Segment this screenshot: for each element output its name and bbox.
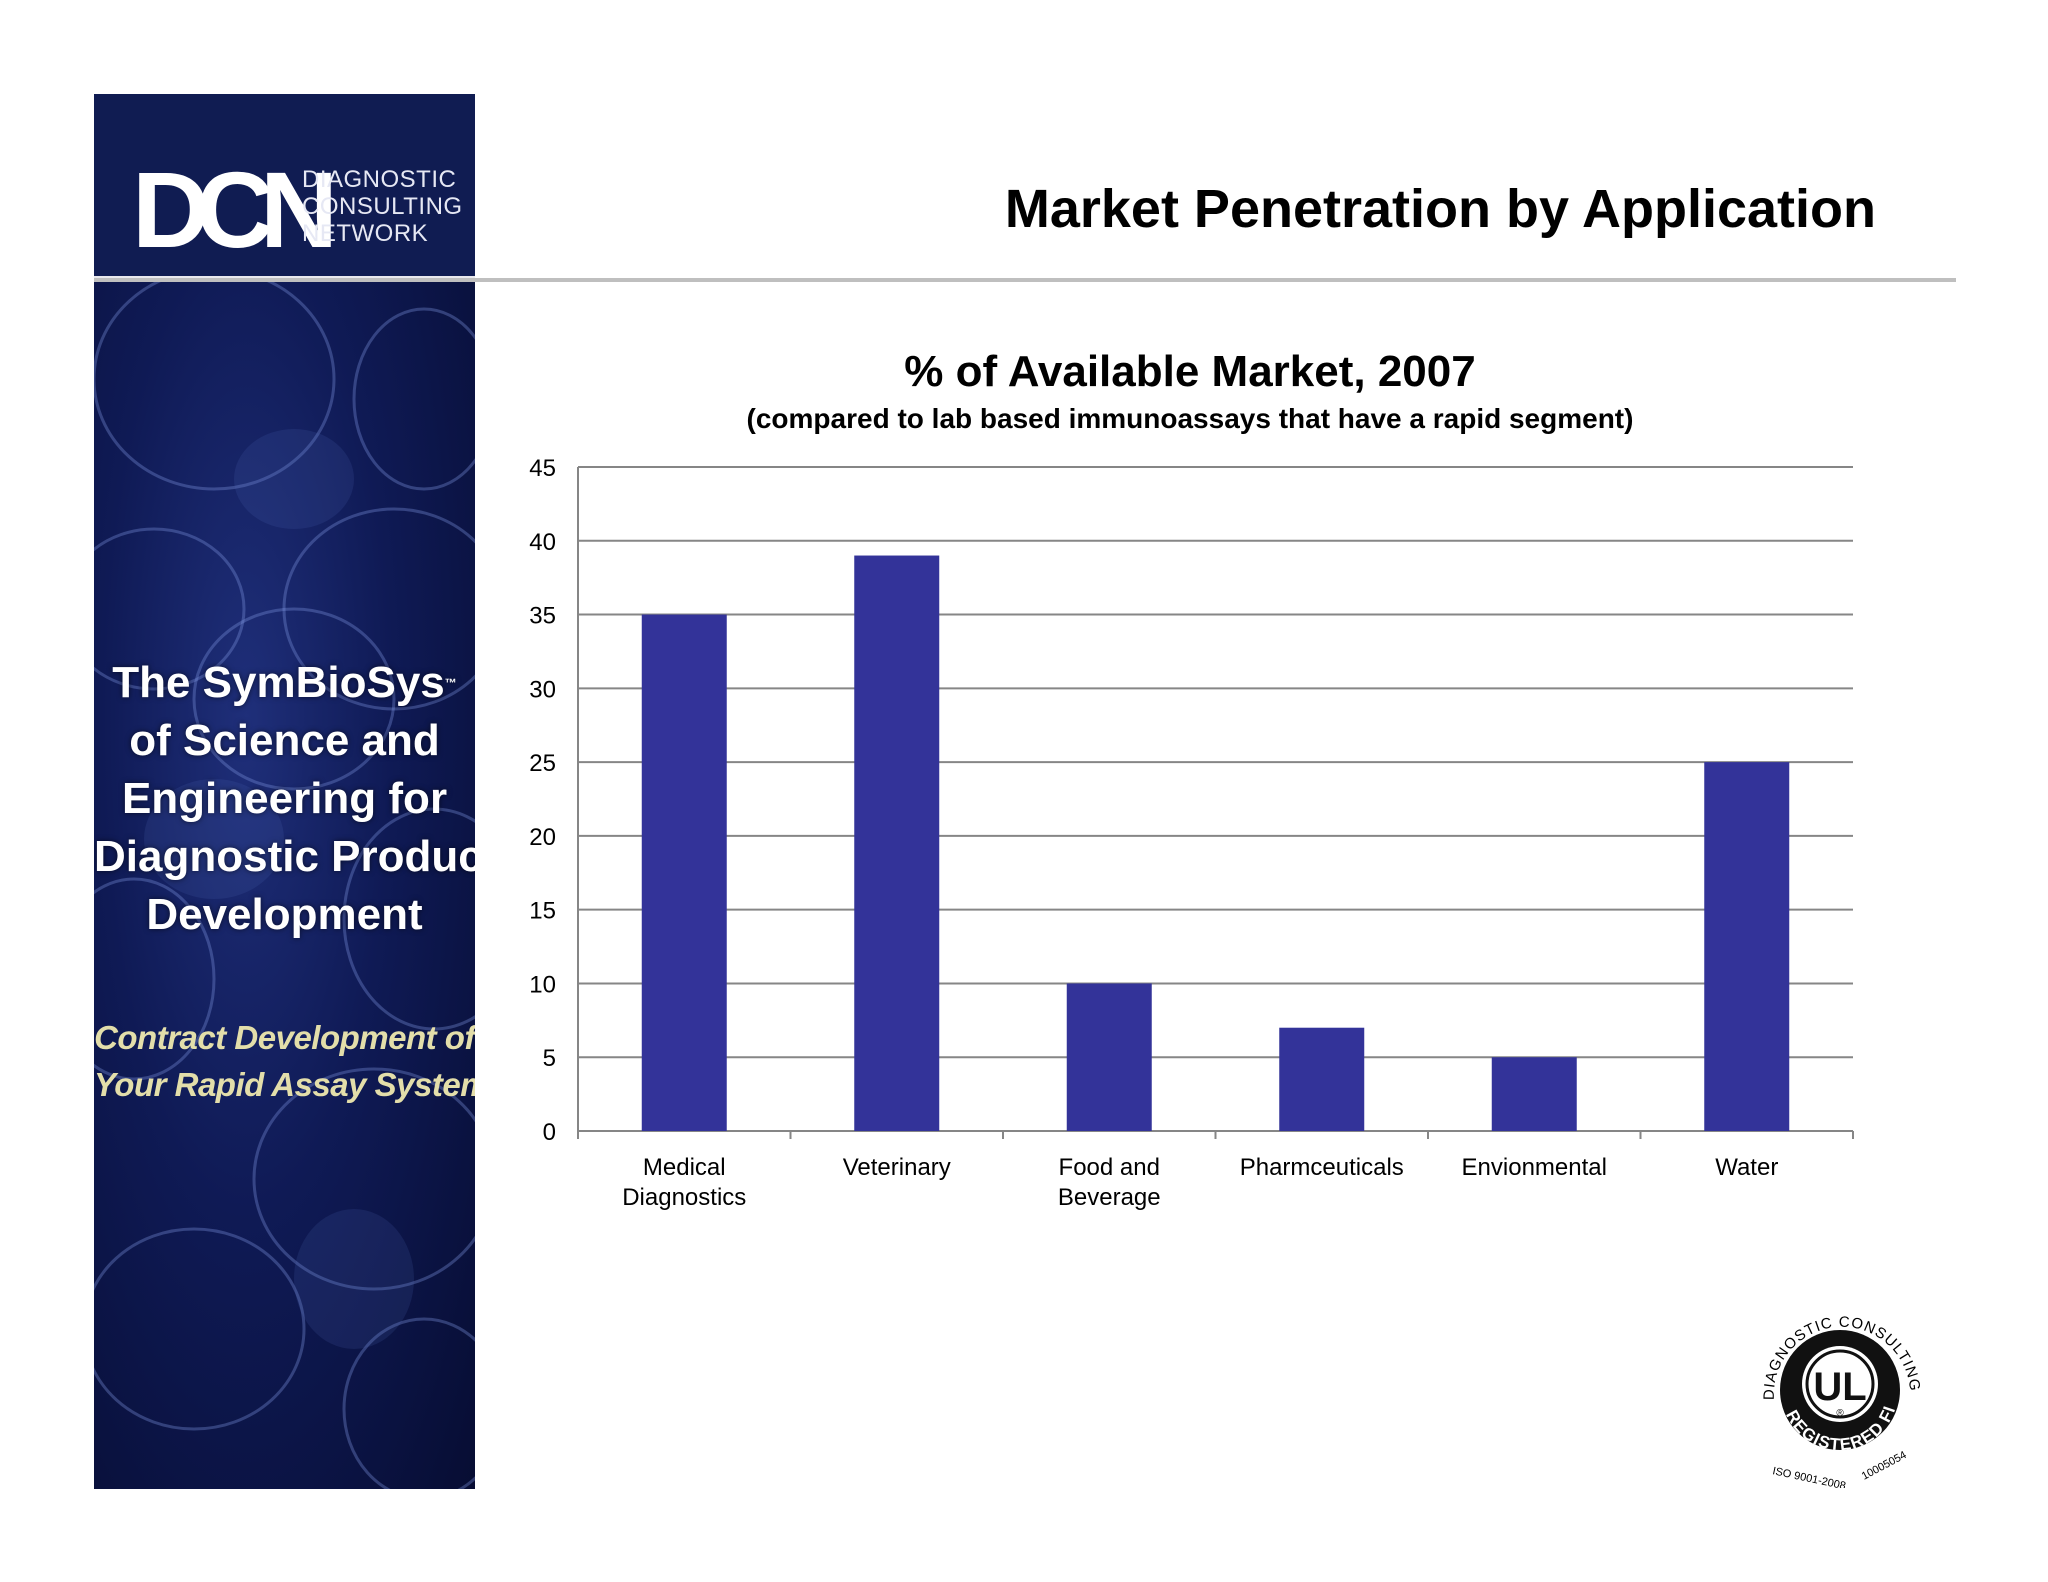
x-tick-label: Water [1715, 1154, 1779, 1181]
bar [1279, 1027, 1365, 1131]
tagline-line: of Science and [129, 716, 440, 765]
bar [1066, 983, 1152, 1131]
bubble-background [94, 279, 475, 1489]
bar [1491, 1057, 1577, 1131]
page-title: Market Penetration by Application [1004, 179, 1876, 239]
logo-word: NETWORK [302, 220, 429, 247]
seal-registered-mark: ® [1836, 1408, 1844, 1419]
sub-tagline: Contract Development of Your Rapid Assay… [94, 1014, 475, 1108]
y-tick-label: 0 [543, 1119, 556, 1146]
x-tick-label: Pharmceuticals [1239, 1154, 1404, 1181]
sub-tagline-line: Your Rapid Assay Systems [94, 1066, 475, 1103]
seal-iso-text: ISO 9001-2008 [1771, 1465, 1846, 1488]
y-tick-label: 30 [529, 676, 556, 703]
tagline-line: The SymBioSys™ [112, 658, 457, 707]
bar [854, 555, 940, 1131]
tagline-line: Development [146, 890, 423, 939]
seal-number-text: 10005054 [1860, 1449, 1909, 1483]
sidebar-divider [94, 276, 475, 279]
header-divider [94, 278, 1956, 282]
y-tick-label: 5 [543, 1045, 556, 1072]
tagline-line: Diagnostic Product [94, 832, 475, 881]
sub-tagline-line: Contract Development of [94, 1019, 475, 1056]
ul-registered-seal: DIAGNOSTIC CONSULTING NETWORK UL ® REGIS… [1752, 1278, 1922, 1488]
logo-wordmark: DIAGNOSTIC CONSULTING NETWORK [302, 166, 463, 247]
y-tick-label: 45 [529, 455, 556, 482]
x-tick-label: Envionmental [1461, 1154, 1607, 1181]
y-tick-label: 20 [529, 824, 556, 851]
y-tick-label: 25 [529, 750, 556, 777]
y-tick-label: 15 [529, 898, 556, 925]
logo-word: DIAGNOSTIC [302, 166, 457, 193]
x-tick-label: Veterinary [842, 1154, 951, 1181]
chart-title: % of Available Market, 2007 [904, 347, 1476, 396]
x-tick-label: Food and Beverage [1057, 1154, 1161, 1211]
y-tick-label: 35 [529, 603, 556, 630]
tagline-line: Engineering for [121, 774, 448, 823]
x-tick-label: Medical Diagnostics [622, 1154, 747, 1211]
trademark-mark: ™ [444, 676, 457, 690]
bar [1704, 762, 1790, 1131]
bar [641, 614, 727, 1131]
tagline: The SymBioSys™ of Science and Engineerin… [94, 654, 475, 944]
y-tick-label: 40 [529, 529, 556, 556]
dcn-logo: DCN [132, 149, 338, 270]
seal-ul-mark: UL [1813, 1365, 1866, 1409]
logo-header: DCN DIAGNOSTIC CONSULTING NETWORK [94, 94, 475, 276]
y-tick-label: 10 [529, 971, 556, 998]
sidebar-banner: DCN DIAGNOSTIC CONSULTING NETWORK The Sy [94, 94, 475, 1489]
chart-subtitle: (compared to lab based immunoassays that… [746, 403, 1634, 434]
logo-word: CONSULTING [302, 193, 463, 220]
